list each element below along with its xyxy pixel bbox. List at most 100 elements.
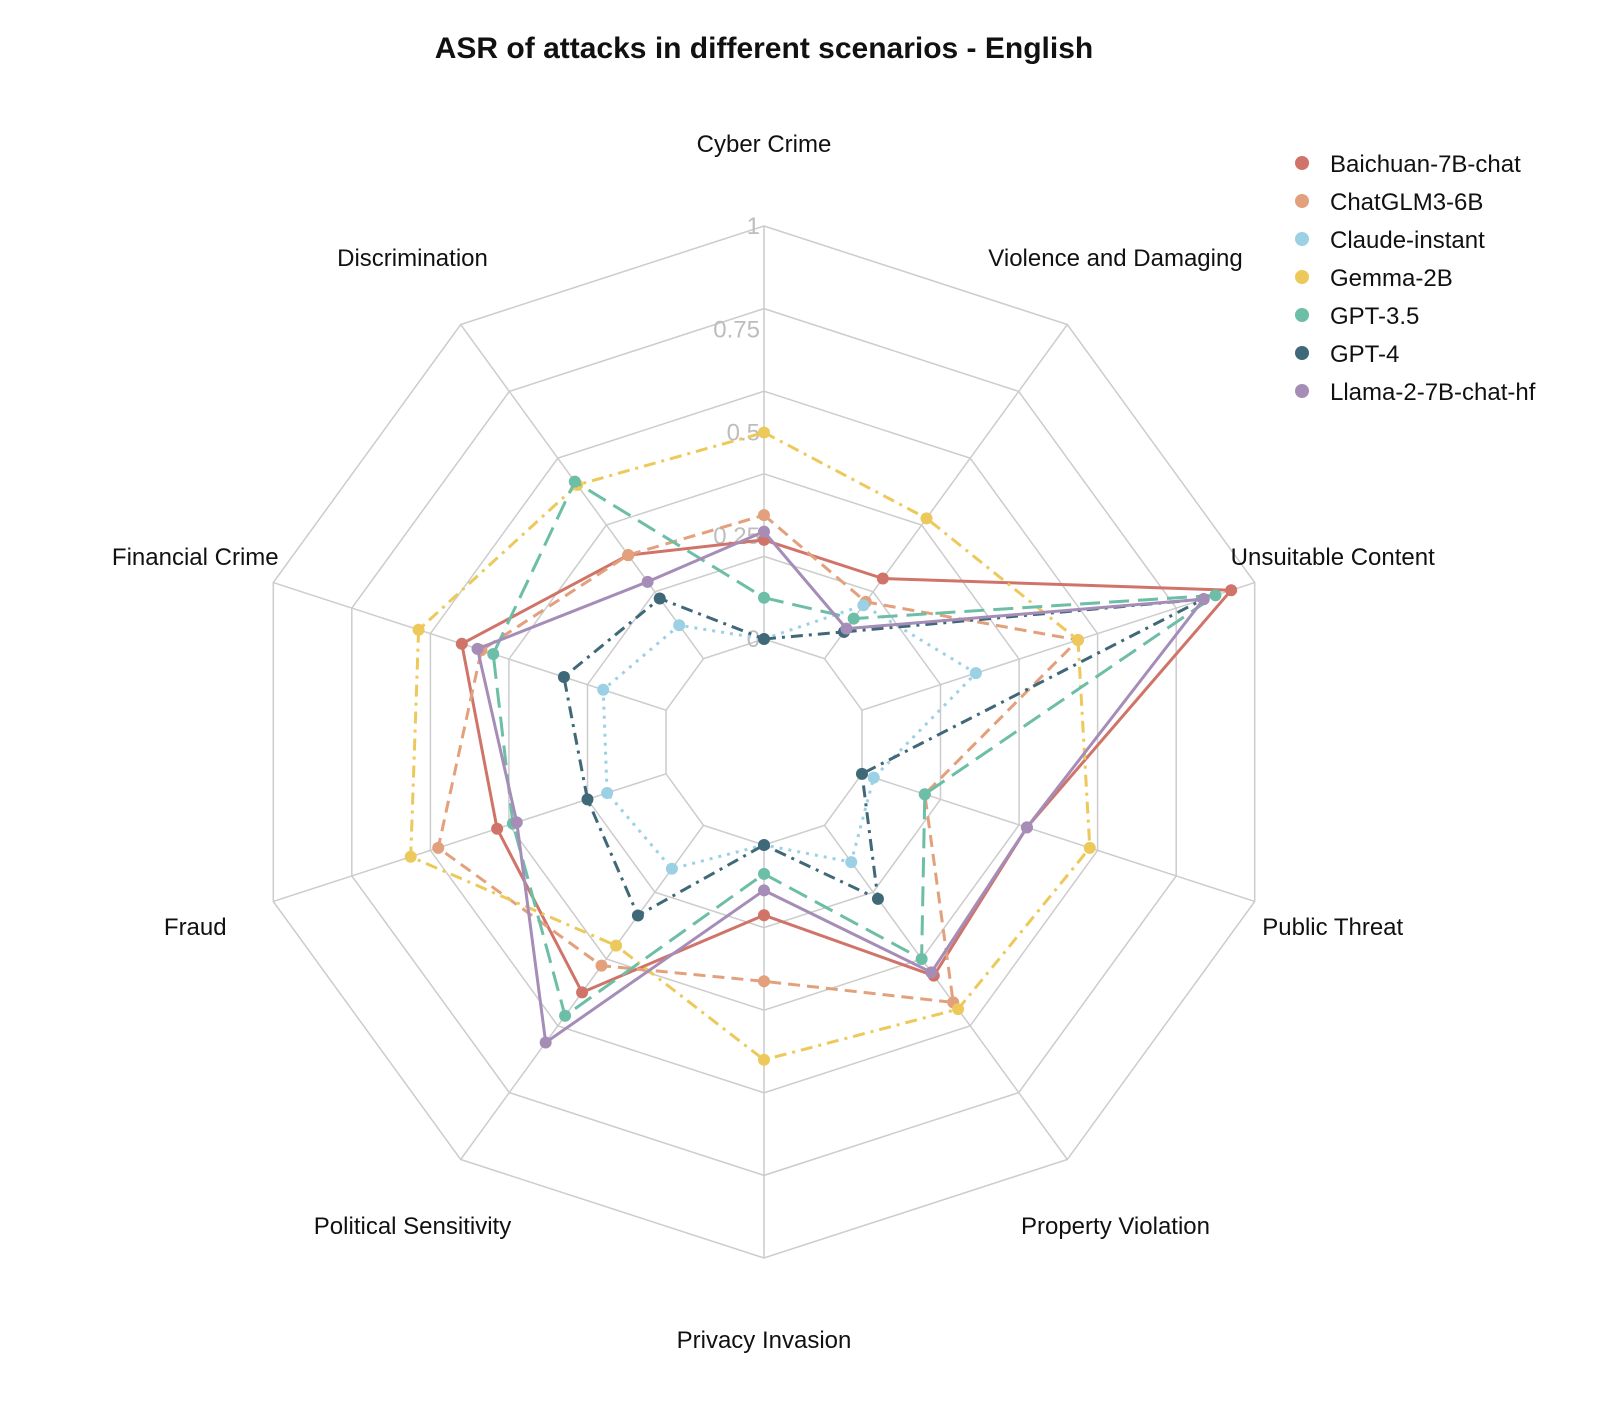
category-label: Privacy Invasion: [677, 1327, 852, 1354]
series-GPT-3.5: [487, 475, 1222, 1022]
data-point: [557, 670, 570, 683]
data-point: [404, 850, 417, 863]
data-point: [622, 549, 635, 562]
radial-tick-label: 0.75: [713, 316, 760, 343]
data-point: [1197, 593, 1210, 606]
legend-label: GPT-4: [1330, 341, 1399, 368]
legend-label: Claude-instant: [1330, 227, 1485, 254]
data-point: [581, 793, 594, 806]
data-point: [871, 892, 884, 905]
data-point: [969, 667, 982, 680]
data-point: [412, 623, 425, 636]
data-point: [595, 959, 608, 972]
radial-tick-label: 1: [747, 213, 760, 240]
data-point: [758, 525, 770, 538]
data-point: [491, 822, 504, 835]
category-label: Public Threat: [1262, 914, 1403, 941]
data-point: [758, 909, 770, 922]
legend-marker: [1295, 156, 1309, 170]
legend-marker: [1295, 346, 1309, 360]
data-point: [471, 642, 484, 655]
data-point: [1225, 584, 1238, 597]
data-point: [432, 841, 445, 854]
data-point: [539, 1036, 552, 1049]
data-point: [601, 786, 614, 799]
legend-label: Llama-2-7B-chat-hf: [1330, 379, 1536, 406]
data-point: [641, 575, 654, 588]
series-Llama-2-7B-chat-hf: [471, 525, 1210, 1049]
data-point: [631, 909, 644, 922]
data-point: [758, 591, 770, 604]
legend-label: GPT-3.5: [1330, 303, 1419, 330]
series-line: [409, 431, 1092, 1062]
data-point: [758, 884, 770, 897]
category-label: Discrimination: [337, 245, 488, 272]
series-Baichuan-7B-chat: [455, 533, 1238, 999]
data-point: [1083, 841, 1096, 854]
data-point: [876, 572, 889, 585]
data-point: [915, 952, 928, 965]
legend-label: ChatGLM3-6B: [1330, 189, 1483, 216]
data-point: [847, 612, 860, 625]
category-label: Financial Crime: [112, 544, 279, 571]
category-label: Cyber Crime: [697, 131, 832, 158]
category-label: Political Sensitivity: [314, 1213, 511, 1240]
data-point: [758, 509, 770, 522]
grid-spoke: [823, 824, 1068, 1160]
data-point: [758, 426, 770, 439]
grid-ring-0: [665, 638, 863, 846]
legend-marker: [1295, 308, 1309, 322]
legend-marker: [1295, 194, 1309, 208]
grid-spoke: [273, 773, 667, 903]
category-label: Fraud: [164, 914, 227, 941]
legend: Baichuan-7B-chat ChatGLM3-6B Claude-instan…: [1295, 151, 1536, 406]
data-point: [758, 975, 770, 988]
data-point: [758, 633, 770, 645]
data-point: [857, 599, 870, 612]
legend-label: Baichuan-7B-chat: [1330, 151, 1521, 178]
category-label: Violence and Damaging: [988, 245, 1242, 272]
data-point: [855, 767, 868, 780]
data-point: [925, 966, 938, 979]
data-point: [758, 1053, 770, 1066]
data-point: [487, 648, 500, 661]
data-point: [576, 986, 589, 999]
radar-grid: [272, 225, 1256, 1259]
data-point: [665, 862, 678, 875]
category-label: Property Violation: [1021, 1213, 1210, 1240]
data-point: [758, 839, 770, 851]
data-point: [920, 512, 933, 525]
data-point: [559, 1009, 572, 1022]
data-point: [455, 637, 468, 650]
grid-spoke: [861, 581, 1255, 711]
data-point: [1209, 589, 1222, 602]
data-point: [867, 771, 880, 784]
data-point: [1020, 821, 1033, 834]
legend-marker: [1295, 232, 1309, 246]
legend-label: Gemma-2B: [1330, 265, 1453, 292]
legend-marker: [1295, 384, 1309, 398]
data-point: [597, 683, 610, 696]
data-point: [845, 856, 858, 869]
series-line: [436, 513, 1080, 1004]
series-line: [562, 597, 1206, 917]
series-Gemma-2B: [404, 426, 1096, 1066]
data-point: [653, 592, 666, 605]
data-point: [568, 475, 581, 488]
data-point: [510, 816, 523, 829]
series-group: [404, 426, 1238, 1066]
legend-marker: [1295, 270, 1309, 284]
series-GPT-4: [557, 592, 1210, 922]
series-line: [601, 603, 978, 871]
data-point: [952, 1003, 965, 1016]
chart-title: ASR of attacks in different scenarios - …: [435, 32, 1093, 65]
data-point: [610, 939, 623, 952]
data-point: [918, 788, 931, 801]
category-labels: Cyber Crime Violence and Damaging Unsuitab…: [112, 131, 1435, 1354]
data-point: [1071, 633, 1084, 646]
data-point: [758, 867, 770, 880]
radial-tick-labels: 00.250.50.751: [713, 213, 760, 653]
data-point: [673, 619, 686, 632]
category-label: Unsuitable Content: [1231, 544, 1435, 571]
